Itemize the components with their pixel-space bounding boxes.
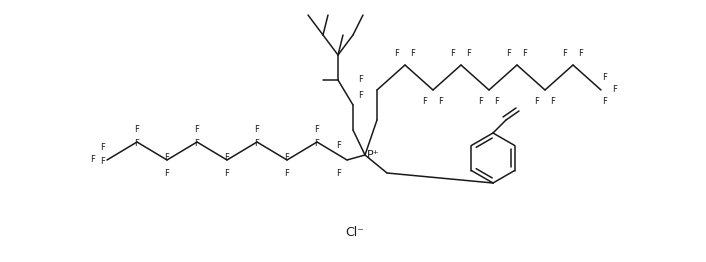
Text: F: F <box>534 97 539 106</box>
Text: F: F <box>411 48 415 57</box>
Text: F: F <box>195 139 199 149</box>
Text: F: F <box>255 124 259 134</box>
Text: F: F <box>423 97 427 106</box>
Text: F: F <box>135 124 140 134</box>
Text: F: F <box>315 124 319 134</box>
Text: F: F <box>255 139 259 149</box>
Text: F: F <box>358 75 363 85</box>
Text: F: F <box>578 48 583 57</box>
Text: F: F <box>495 97 499 106</box>
Text: F: F <box>507 48 511 57</box>
Text: F: F <box>479 97 484 106</box>
Text: F: F <box>613 85 618 95</box>
Text: F: F <box>467 48 472 57</box>
Text: F: F <box>337 141 342 150</box>
Text: F: F <box>100 157 105 166</box>
Text: F: F <box>551 97 556 106</box>
Text: F: F <box>315 139 319 149</box>
Text: F: F <box>602 74 607 83</box>
Text: F: F <box>337 170 342 178</box>
Text: P⁺: P⁺ <box>367 150 380 160</box>
Text: F: F <box>195 124 199 134</box>
Text: F: F <box>100 143 105 151</box>
Text: F: F <box>90 156 95 165</box>
Text: F: F <box>285 168 289 177</box>
Text: F: F <box>358 90 363 100</box>
Text: F: F <box>450 48 455 57</box>
Text: F: F <box>602 97 607 106</box>
Text: Cl⁻: Cl⁻ <box>345 226 364 238</box>
Text: F: F <box>164 168 169 177</box>
Text: F: F <box>135 139 140 149</box>
Text: F: F <box>563 48 568 57</box>
Text: F: F <box>438 97 443 106</box>
Text: F: F <box>522 48 527 57</box>
Text: F: F <box>225 168 229 177</box>
Text: F: F <box>164 152 169 161</box>
Text: F: F <box>395 48 400 57</box>
Text: F: F <box>285 152 289 161</box>
Text: F: F <box>225 152 229 161</box>
